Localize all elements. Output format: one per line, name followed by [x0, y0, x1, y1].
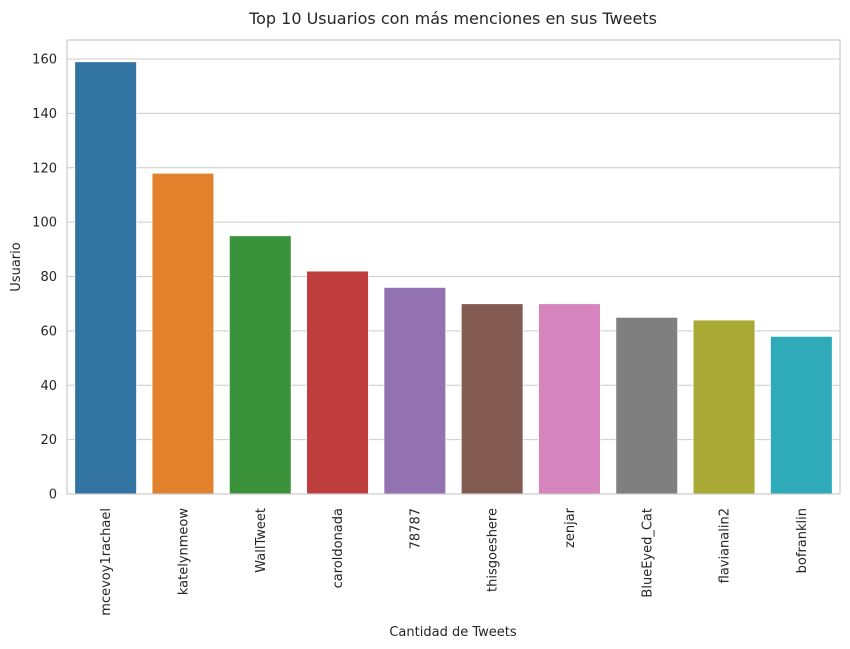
y-tick-label: 160: [32, 53, 57, 68]
x-tick-label: flavianalin2: [718, 508, 733, 583]
x-tick-label: WallTweet: [254, 508, 269, 573]
y-tick-label: 20: [40, 433, 57, 448]
bar: [228, 235, 292, 495]
y-tick-label: 40: [40, 379, 57, 394]
x-tick-label: zenjar: [563, 507, 578, 548]
y-tick-label: 120: [32, 161, 57, 176]
y-tick-label: 140: [32, 107, 57, 122]
x-tick-label: katelynmeow: [176, 508, 191, 596]
x-tick-label: BlueEyed_Cat: [640, 508, 655, 598]
bar: [74, 61, 137, 495]
x-tick-label: thisgoeshere: [486, 508, 501, 592]
plot-border: [66, 39, 841, 495]
x-tick-label: 78787: [408, 508, 423, 549]
bar: [615, 316, 679, 495]
axes-frame: [66, 39, 841, 495]
x-axis-label: Cantidad de Tweets: [389, 625, 516, 640]
chart-title: Top 10 Usuarios con más menciones en sus…: [248, 9, 657, 28]
y-tick-label: 100: [32, 216, 57, 231]
y-tick-labels: 0 20 40 60 80 100 120 140 160: [32, 53, 57, 503]
bar: [306, 270, 369, 495]
bar: [538, 303, 601, 495]
y-tick-label: 0: [49, 488, 57, 503]
bar: [383, 286, 447, 495]
bar: [770, 335, 833, 495]
x-tick-label: caroldonada: [331, 508, 346, 588]
y-tick-label: 60: [40, 324, 57, 339]
bar: [460, 303, 524, 495]
y-axis-label: Usuario: [9, 242, 24, 291]
bar: [692, 319, 756, 495]
x-tick-label: mcevoy1rachael: [99, 508, 114, 616]
y-tick-label: 80: [40, 270, 57, 285]
x-tick-labels: mcevoy1rachael katelynmeow WallTweet carold…: [99, 507, 810, 615]
x-tick-label: bofranklin: [795, 508, 810, 573]
bar: [151, 172, 215, 495]
bars: [74, 61, 833, 495]
